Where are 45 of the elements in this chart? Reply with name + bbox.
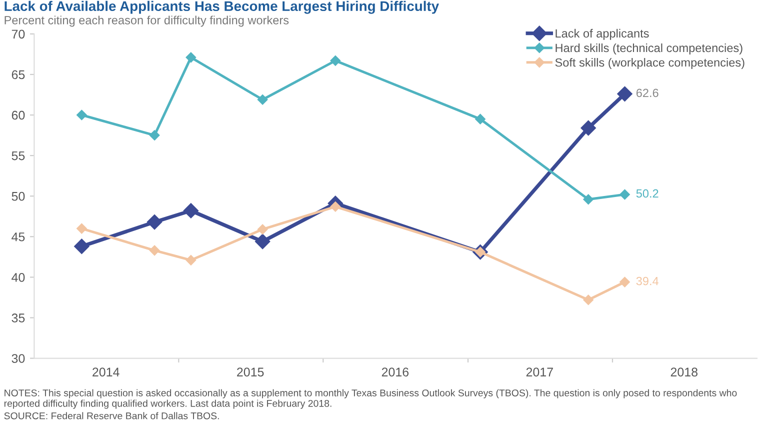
x-tick-label: 2016 [382,368,409,376]
data-label: 39.4 [636,276,658,286]
point [183,203,199,218]
y-tick-label: 35 [12,314,25,322]
point [330,56,341,66]
text: NOTES: This special question is asked occasionally as a supplement to monthly Texas Business Outlook Surveys (TBOS). The question is only posed to respondents who reported difficulty finding qualified workers. Last data point is February 2018. [4,389,737,409]
chart-title: Lack of Available Applicants Has Become Largest Hiring Difficulty [4,0,440,14]
point [149,245,160,256]
point [76,223,87,234]
legend-label: Lack of applicants [556,28,649,40]
point [583,294,594,306]
y-tick-label: 60 [12,110,25,120]
point [76,110,87,120]
point [146,214,162,230]
point [330,202,341,212]
point [149,130,160,140]
y-tick-label: 70 [12,30,25,39]
point [475,114,486,124]
y-tick-label: 50 [12,192,25,201]
point [583,194,594,204]
data-label: 50.2 [636,189,658,198]
y-tick-label: 45 [12,232,25,242]
point [186,52,196,63]
y-tick-label: 65 [12,70,25,80]
chart-subtitle: Percent citing each reason for difficulty finding workers [4,16,289,27]
y-tick-label: 55 [12,151,25,160]
point [617,86,632,102]
point [257,94,268,105]
point [620,276,630,288]
legend-label: Hard skills (technical competencies) [556,43,742,54]
point [580,120,596,136]
point [255,234,270,250]
x-tick-label: 2014 [92,368,120,376]
legend-label: Soft skills (workplace competencies) [555,58,744,70]
data-label: 62.6 [636,88,658,98]
point [74,238,90,254]
point [620,189,630,200]
y-tick-label: 40 [12,272,25,282]
point [186,255,196,266]
x-tick-label: 2018 [670,368,698,376]
x-tick-label: 2017 [526,368,553,376]
point [257,224,268,234]
x-tick-label: 2015 [237,368,264,376]
y-tick-label: 30 [12,354,25,363]
source-note: SOURCE: Federal Reserve Bank of Dallas TBOS. [4,412,219,420]
